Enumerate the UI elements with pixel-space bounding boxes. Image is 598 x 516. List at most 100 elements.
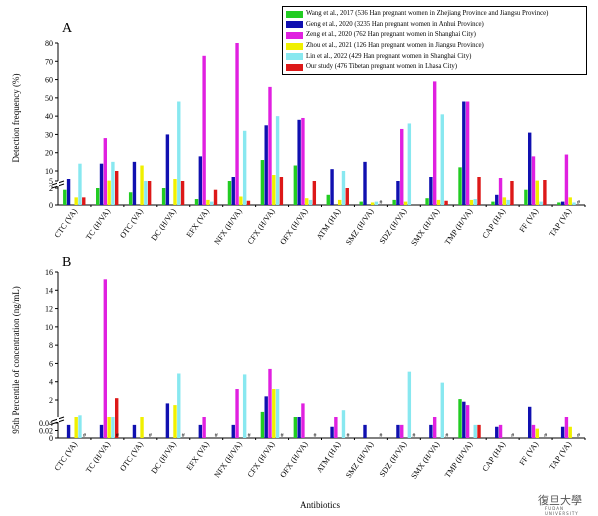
fudan-watermark-subtext: FUDAN UNIVERSITY bbox=[545, 506, 579, 516]
bar bbox=[275, 116, 280, 205]
bar bbox=[66, 424, 71, 438]
bar bbox=[202, 55, 206, 205]
bar bbox=[477, 424, 481, 438]
y-tick-label: 0 bbox=[49, 434, 53, 443]
bar bbox=[78, 415, 82, 438]
bar bbox=[425, 198, 429, 205]
legend-swatch bbox=[286, 53, 303, 61]
legend-label: Zhou et al., 2021 (126 Han pregnant wome… bbox=[306, 42, 484, 50]
x-tick-label: SDZ (H/VA) bbox=[378, 207, 409, 246]
bar bbox=[132, 161, 137, 205]
hash-mark-label: # bbox=[83, 433, 86, 439]
x-tick-label: FF (VA) bbox=[518, 207, 541, 234]
hash-mark-label: # bbox=[346, 433, 349, 439]
bar bbox=[359, 201, 363, 205]
bar bbox=[396, 424, 400, 438]
bar bbox=[293, 165, 298, 205]
x-tick-label: EFX (VA) bbox=[185, 440, 211, 472]
y-tick-label: 60 bbox=[45, 76, 53, 85]
bar bbox=[477, 177, 481, 205]
bar bbox=[147, 181, 152, 205]
bar bbox=[535, 428, 539, 438]
x-axis-title: Antibiotics bbox=[300, 500, 340, 510]
bar bbox=[407, 371, 412, 438]
bar bbox=[74, 197, 78, 205]
bar bbox=[275, 389, 280, 438]
bar bbox=[345, 188, 349, 205]
hash-mark-label: # bbox=[445, 433, 448, 439]
bar bbox=[491, 201, 495, 205]
bar bbox=[363, 161, 367, 205]
x-tick-label: ATM (HA) bbox=[315, 440, 343, 475]
bar bbox=[107, 180, 111, 205]
y-tick-label: 40 bbox=[45, 112, 53, 121]
x-tick-label: TMP (H/VA) bbox=[443, 207, 475, 247]
bar bbox=[227, 181, 232, 205]
bar bbox=[82, 197, 86, 205]
y-tick-label: 0.04 bbox=[39, 419, 53, 428]
bar bbox=[78, 163, 82, 205]
bar bbox=[305, 198, 309, 205]
bar bbox=[132, 424, 137, 438]
hash-mark-label: # bbox=[577, 433, 580, 439]
x-tick-label: CFX (H/VA) bbox=[246, 440, 277, 479]
bar bbox=[572, 202, 576, 205]
bar bbox=[165, 134, 170, 205]
bar bbox=[429, 424, 433, 438]
bar bbox=[140, 165, 144, 205]
bar bbox=[444, 200, 448, 205]
bar bbox=[165, 403, 170, 438]
bar bbox=[465, 405, 470, 438]
y-tick-label: 30 bbox=[45, 130, 53, 139]
x-tick-label: TC (H/VA) bbox=[84, 440, 112, 475]
bar bbox=[297, 119, 301, 205]
bar bbox=[432, 81, 437, 205]
y-tick-label: 50 bbox=[45, 94, 53, 103]
bar bbox=[498, 424, 503, 438]
bar bbox=[326, 194, 330, 205]
bar bbox=[400, 128, 404, 205]
bar bbox=[400, 424, 404, 438]
y-tick-label: 12 bbox=[45, 305, 53, 314]
bar bbox=[308, 199, 313, 205]
bar bbox=[74, 417, 78, 438]
bar bbox=[436, 199, 441, 205]
bar bbox=[173, 179, 177, 205]
bar bbox=[374, 201, 379, 205]
bar bbox=[272, 175, 276, 205]
x-tick-label: OFX (H/VA) bbox=[278, 440, 310, 480]
bar bbox=[363, 424, 367, 438]
bar bbox=[268, 86, 272, 205]
bar bbox=[297, 417, 301, 438]
bar bbox=[239, 196, 243, 205]
bar bbox=[458, 399, 462, 438]
x-tick-label: TAP (VA) bbox=[547, 440, 573, 472]
hash-mark-label: # bbox=[215, 433, 218, 439]
x-tick-label: OTC (VA) bbox=[118, 207, 145, 240]
bar bbox=[337, 199, 342, 205]
x-tick-label: ATM (HA) bbox=[315, 207, 343, 242]
bar bbox=[111, 161, 115, 205]
x-tick-label: SMX (H/VA) bbox=[409, 440, 441, 481]
bar bbox=[407, 123, 412, 205]
bar bbox=[242, 130, 247, 205]
y-tick-label: 5 bbox=[49, 177, 53, 186]
bar bbox=[458, 167, 462, 205]
bar bbox=[465, 101, 470, 205]
hash-mark-label: # bbox=[379, 200, 382, 206]
bar bbox=[177, 101, 181, 205]
bar bbox=[96, 188, 100, 205]
bar bbox=[440, 114, 444, 205]
bar bbox=[341, 171, 346, 205]
bar bbox=[260, 160, 265, 205]
bar bbox=[99, 424, 104, 438]
bar bbox=[301, 117, 305, 205]
bar bbox=[128, 192, 133, 205]
bar bbox=[531, 156, 536, 205]
bar bbox=[115, 398, 119, 438]
y-tick-label: 70 bbox=[45, 57, 53, 66]
axis-break-gap bbox=[52, 417, 589, 423]
bar bbox=[330, 426, 334, 438]
fudan-watermark-logo: 復旦大學 bbox=[538, 494, 582, 507]
